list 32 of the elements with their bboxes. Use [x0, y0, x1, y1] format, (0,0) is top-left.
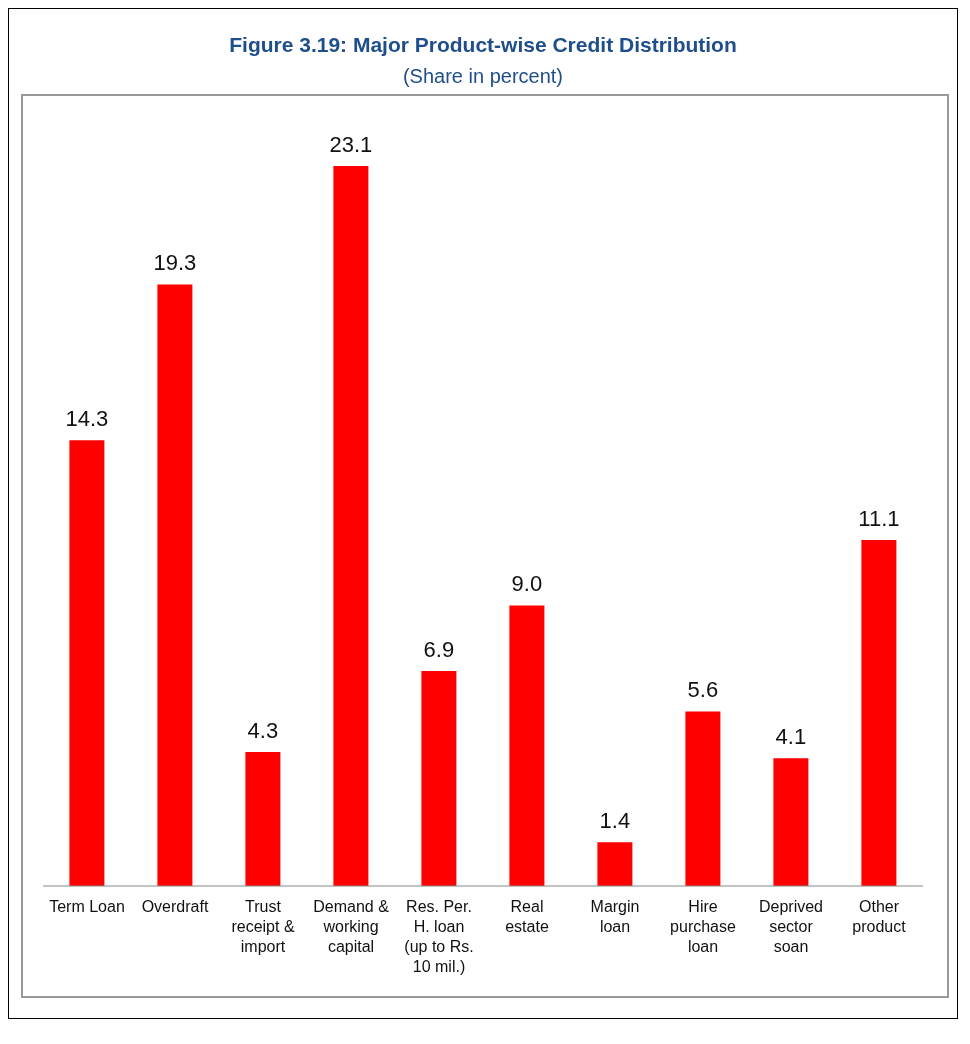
x-tick-label: Overdraft: [141, 898, 209, 915]
x-tick-label: Other product: [852, 898, 907, 935]
bar: [685, 711, 721, 886]
data-label: 9.0: [511, 571, 543, 597]
x-tick-label: Hire purchase loan: [670, 898, 737, 955]
data-label: 4.1: [775, 724, 807, 750]
x-tick-label: Term Loan: [49, 898, 125, 915]
bar: [861, 540, 897, 886]
data-label: 6.9: [423, 636, 455, 662]
x-tick-label: Deprived sector soan: [758, 898, 824, 955]
chart-title: Figure 3.19: Major Product-wise Credit Distribution: [228, 33, 738, 57]
data-label: 23.1: [329, 132, 373, 157]
x-tick-label: Res. Per. H. loan (up to Rs. 10 mil.): [404, 898, 474, 975]
data-label: 5.6: [687, 677, 719, 703]
bar: [69, 440, 105, 886]
chart-subtitle: (Share in percent): [401, 65, 565, 88]
bar: [421, 670, 457, 886]
bar: [773, 758, 809, 886]
data-label: 11.1: [858, 506, 900, 532]
x-tick-label: Real estate: [505, 898, 549, 935]
x-tick-label: Trust receipt & import: [231, 898, 295, 955]
bar: [509, 605, 545, 886]
x-tick-label: Demand & working capital: [313, 898, 390, 955]
data-label: 19.3: [153, 250, 197, 276]
bar: [597, 842, 633, 886]
bar: [157, 284, 193, 886]
x-tick-label: Margin loan: [590, 898, 640, 935]
bar: [245, 751, 281, 886]
data-label: 1.4: [599, 808, 631, 834]
bar: [333, 166, 369, 886]
data-label: 4.3: [247, 717, 279, 743]
data-label: 14.3: [65, 406, 109, 432]
